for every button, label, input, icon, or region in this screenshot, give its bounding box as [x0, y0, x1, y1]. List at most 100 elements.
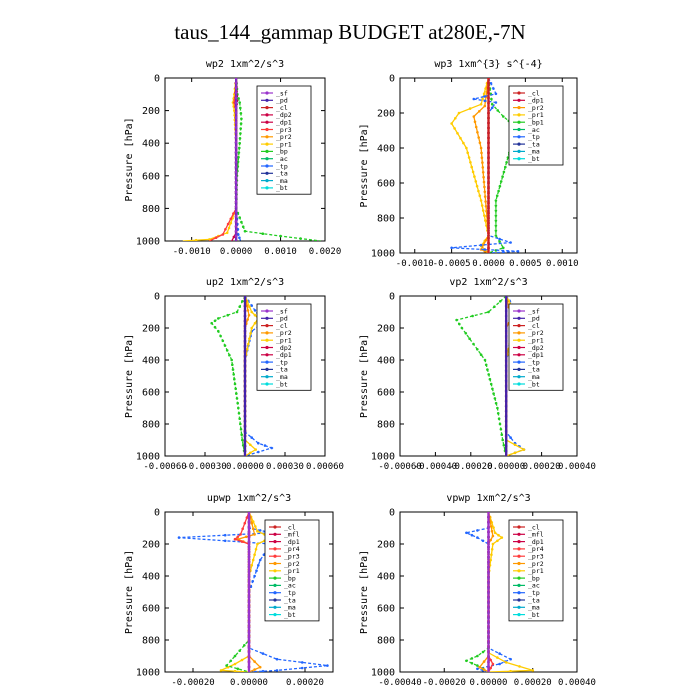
- point_tp: [258, 558, 262, 562]
- legend-marker_tp: [517, 360, 521, 364]
- legend-marker_ta: [517, 367, 521, 371]
- legend-label_bt: _bt: [528, 155, 540, 163]
- point_dp1: [488, 377, 492, 381]
- legend-marker_cl: [517, 525, 521, 529]
- point_cl: [247, 645, 251, 649]
- legend-label_cl: _cl: [528, 89, 540, 97]
- point_cl: [487, 106, 490, 110]
- point_pd: [243, 296, 247, 298]
- point_pd: [243, 379, 247, 383]
- point_ac: [504, 165, 507, 169]
- point_pr1: [474, 180, 478, 183]
- point_bp: [238, 146, 241, 150]
- point_pd: [504, 429, 508, 433]
- legend-label_ma: _ma: [276, 373, 288, 381]
- legend-label_sf: _sf: [276, 307, 288, 315]
- legend-marker_pr2: [265, 331, 269, 335]
- point_cl: [487, 520, 490, 524]
- point_pr1: [473, 175, 476, 178]
- point_pr2: [247, 313, 251, 317]
- legend-label_mfl: _mfl: [528, 531, 544, 539]
- point_cl: [247, 512, 251, 514]
- legend-marker_dp2: [265, 345, 269, 350]
- y-tick-label: 400: [142, 139, 160, 150]
- point_pr1: [251, 558, 255, 562]
- x-tick-label: -0.00020: [449, 462, 492, 472]
- point_cl: [487, 211, 490, 215]
- point_dp1: [237, 412, 241, 415]
- y-tick-label: 400: [142, 356, 160, 367]
- legend-marker_bp: [265, 149, 269, 153]
- point_bp: [279, 234, 282, 238]
- point_pd: [504, 384, 508, 388]
- point_bp: [238, 216, 241, 219]
- legend-marker_cl: [265, 106, 269, 110]
- legend-marker_bp: [273, 576, 277, 580]
- point_cl: [487, 640, 490, 644]
- legend-marker_ta: [273, 598, 277, 602]
- legend-label_pr4: _pr4: [528, 545, 544, 553]
- point_bp: [238, 141, 241, 145]
- point_pd: [243, 409, 247, 413]
- point_pr1: [470, 165, 474, 169]
- point_sf: [234, 180, 238, 183]
- y-tick-label: 400: [377, 144, 395, 155]
- point_ac: [494, 219, 498, 222]
- point_pr2: [476, 131, 479, 134]
- point_sf: [234, 131, 238, 134]
- point_cl: [247, 525, 251, 529]
- point_cl: [247, 570, 251, 574]
- point_bp: [238, 101, 241, 104]
- point_bp: [243, 229, 247, 233]
- legend-marker_cl: [517, 324, 521, 328]
- point_dp1: [464, 332, 468, 335]
- chart-panel-4: vp2 1xm^2/s^3 0 200 400 600 800 1000 Pressure […: [359, 277, 596, 472]
- point_dp1: [238, 417, 241, 421]
- legend-label_dp2: _dp2: [276, 111, 292, 119]
- point_cl: [487, 121, 490, 125]
- legend-marker_pr4: [273, 547, 277, 551]
- legend-label_cl: _cl: [284, 523, 296, 531]
- point_dp1: [232, 373, 235, 376]
- point_ac: [498, 184, 502, 188]
- point_cl: [247, 535, 251, 539]
- panel-title: wp3 1xm^{3} s^{-4}: [434, 59, 542, 70]
- point_tp: [450, 246, 453, 250]
- point_pd: [243, 364, 247, 368]
- point_dp1: [239, 428, 243, 431]
- point_pr1: [496, 539, 499, 543]
- x-tick-label: -0.00030: [183, 462, 226, 472]
- legend-marker_pr2: [517, 561, 521, 566]
- point_pd: [504, 409, 508, 413]
- y-axis-label: Pressure [hPa]: [359, 550, 370, 634]
- point_pd: [243, 299, 247, 303]
- point_pr1: [483, 214, 486, 217]
- x-tick-label: 0.0000: [472, 259, 505, 269]
- point_tp: [470, 533, 474, 537]
- y-tick-label: 200: [377, 109, 395, 120]
- legend-marker_ac: [517, 127, 521, 132]
- point_pd: [243, 389, 247, 393]
- point_tp: [498, 662, 501, 666]
- point_pr3: [489, 658, 493, 662]
- point_cl: [247, 630, 251, 634]
- point_pr1: [466, 151, 470, 155]
- x-tick-label: -0.0010: [396, 259, 434, 269]
- point_tp: [250, 436, 253, 439]
- point_cl: [247, 600, 251, 604]
- point_pr2: [478, 141, 482, 145]
- point_pr1: [453, 127, 456, 130]
- point_pr1: [227, 226, 231, 230]
- legend-label_ta: _ta: [528, 366, 540, 374]
- point_sf: [234, 121, 238, 124]
- legend-marker_ta: [265, 367, 269, 371]
- y-tick-label: 800: [142, 420, 160, 431]
- x-tick-label: -0.00040: [378, 678, 421, 688]
- legend-label_pr1: _pr1: [528, 111, 544, 119]
- point_pr3: [491, 662, 495, 666]
- point_cl: [487, 650, 490, 654]
- legend-marker_cl: [273, 525, 277, 529]
- legend-marker_bt: [517, 157, 521, 161]
- point_tp: [223, 533, 227, 537]
- point_dp1: [483, 358, 487, 362]
